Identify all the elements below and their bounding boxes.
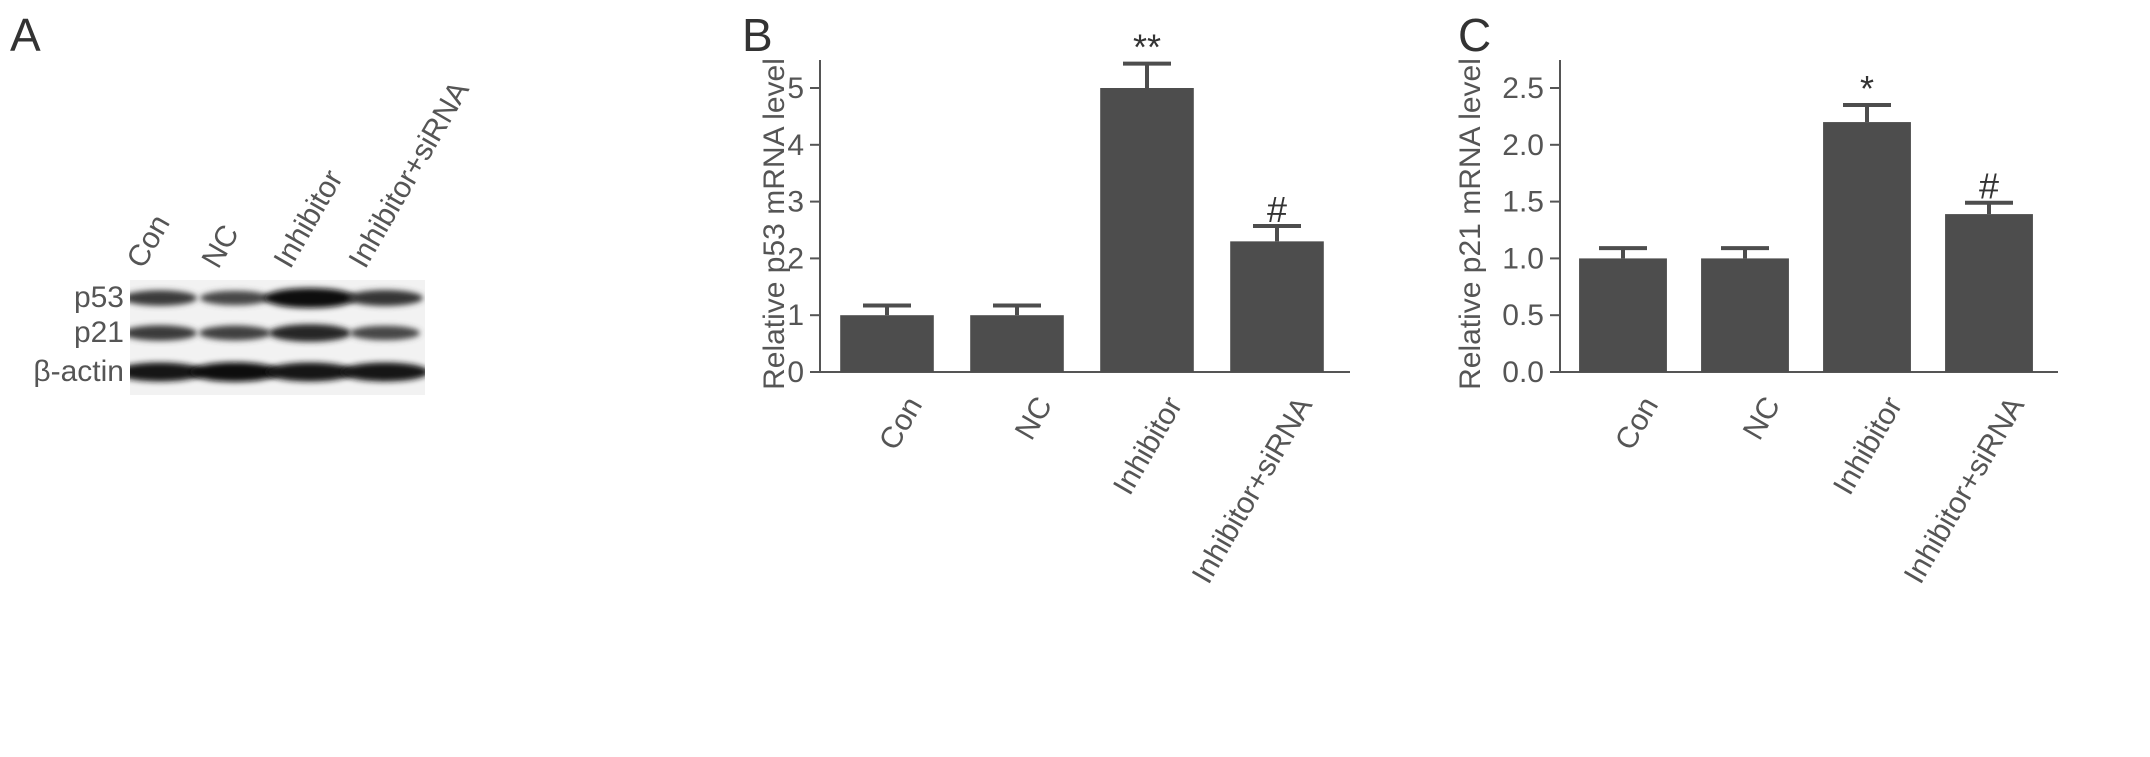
- y-tick-label: 1.5: [1502, 186, 1544, 219]
- y-tick-label: 0: [787, 356, 804, 389]
- x-tick-label-con: Con: [873, 391, 929, 455]
- panel-c: C 0.0 0.5 1.0 1.5 2.0 2.5 Relative p21 mRNA le…: [1440, 0, 2150, 757]
- lane-label-con: Con: [120, 209, 177, 274]
- y-tick-label: 1: [787, 299, 804, 332]
- panel-a: A Con NC Inhibitor Inhibitor+siRNA p53 p21 β-…: [0, 0, 640, 757]
- x-tick-label-con: Con: [1609, 391, 1665, 455]
- x-tick-label-inhibitor-sirna: Inhibitor+siRNA: [1186, 391, 1319, 589]
- bar-nc: [1701, 258, 1789, 372]
- band-actin-inhibitor-sirna: [341, 362, 425, 382]
- bar-con: [1579, 258, 1667, 372]
- y-tick-label: 1.0: [1502, 242, 1544, 275]
- band-p21-inhibitor: [269, 324, 351, 342]
- band-p53-con: [130, 290, 197, 306]
- y-tick-label: 4: [787, 129, 804, 162]
- y-tick-label: 3: [787, 186, 804, 219]
- significance-inhibitor-sirna: #: [1267, 189, 1287, 230]
- y-axis-label: Relative p53 mRNA level: [758, 58, 791, 390]
- bar-inhibitor-sirna: [1230, 241, 1324, 372]
- band-p53-inhibitor: [264, 288, 356, 308]
- panel-b: B 0 1 2 3 4 5 Relative p53 mRNA level Con NC ** In…: [730, 0, 1430, 757]
- band-p21-con: [130, 325, 197, 341]
- x-tick-label-inhibitor: Inhibitor: [1107, 391, 1189, 500]
- y-axis-label: Relative p21 mRNA level: [1454, 58, 1487, 390]
- y-tick-label: 2: [787, 242, 804, 275]
- band-actin-con: [130, 362, 204, 382]
- significance-inhibitor: *: [1860, 68, 1874, 109]
- significance-inhibitor-sirna: #: [1979, 166, 1999, 207]
- y-tick-label: 0.5: [1502, 299, 1544, 332]
- band-actin-inhibitor: [266, 362, 354, 382]
- band-p21-nc: [199, 325, 271, 341]
- lane-label-inhibitor: Inhibitor: [267, 164, 350, 274]
- y-tick-label: 5: [787, 72, 804, 105]
- x-tick-label-inhibitor-sirna: Inhibitor+siRNA: [1898, 391, 2031, 589]
- band-p53-inhibitor-sirna: [347, 290, 423, 306]
- band-actin-nc: [190, 362, 280, 382]
- y-tick-label: 0.0: [1502, 356, 1544, 389]
- bar-inhibitor: [1823, 122, 1911, 372]
- row-label-actin: β-actin: [33, 355, 124, 388]
- panel-letter-b: B: [742, 9, 773, 61]
- y-tick-label: 2.5: [1502, 72, 1544, 105]
- band-p21-inhibitor-sirna: [350, 325, 420, 341]
- band-p53-nc: [200, 290, 270, 306]
- row-label-p21: p21: [73, 316, 124, 349]
- row-label-p53: p53: [73, 281, 124, 314]
- x-tick-label-nc: NC: [1737, 391, 1787, 445]
- x-tick-label-nc: NC: [1009, 391, 1059, 445]
- bar-inhibitor: [1100, 88, 1194, 372]
- x-tick-label-inhibitor: Inhibitor: [1827, 391, 1909, 500]
- panel-letter-c: C: [1458, 9, 1492, 61]
- bar-nc: [970, 315, 1064, 372]
- y-tick-label: 2.0: [1502, 129, 1544, 162]
- bar-inhibitor-sirna: [1945, 214, 2033, 372]
- western-blot: [130, 280, 425, 395]
- panel-letter-a: A: [10, 9, 41, 61]
- lane-label-inhibitor-sirna: Inhibitor+siRNA: [342, 75, 476, 274]
- significance-inhibitor: **: [1133, 27, 1161, 68]
- lane-label-nc: NC: [195, 219, 246, 274]
- bar-con: [840, 315, 934, 372]
- bar-chart-p21: 0.0 0.5 1.0 1.5 2.0 2.5 Relative p21 mRNA leve…: [1454, 58, 2058, 589]
